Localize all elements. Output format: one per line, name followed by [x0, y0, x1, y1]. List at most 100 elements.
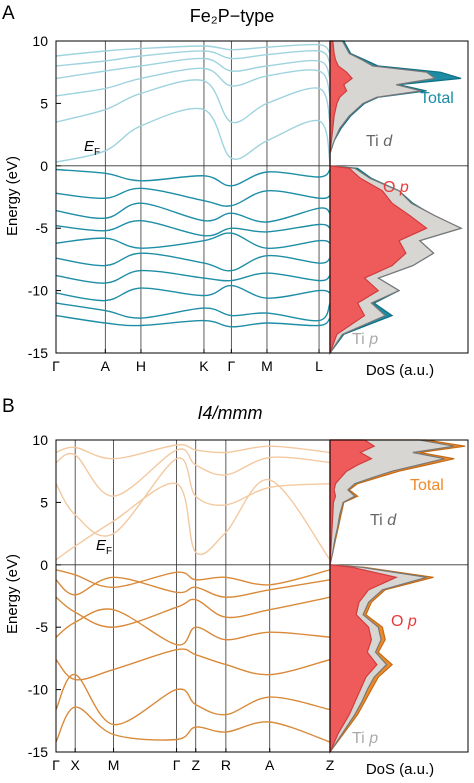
a-band-13 [56, 269, 330, 284]
a-band-9 [56, 202, 330, 223]
panel-b-total-label: Total [410, 477, 444, 494]
b-band-9 [56, 648, 330, 681]
panel-b-tid-text: Ti [370, 512, 387, 529]
a-klabel-5: M [261, 358, 273, 374]
a-ytick-label--10: -10 [28, 283, 48, 299]
panel-a-dos-plot [329, 40, 469, 355]
b-ytick-label--5: -5 [36, 619, 49, 635]
panel-b-op-label: O p [391, 613, 417, 630]
b-band-3 [56, 448, 330, 497]
panel-b-tid-label: Ti d [370, 512, 397, 529]
b-klabel-3: Γ [173, 757, 181, 773]
b-klabel-7: Z [326, 757, 335, 773]
panel-b-title: I4/mmm [198, 403, 263, 423]
a-band-2 [56, 79, 330, 124]
a-klabel-6: L [315, 358, 323, 374]
panel-a-tip-label: Ti p [352, 331, 378, 348]
panel-a-op-label: O p [383, 179, 409, 196]
panel-b-tip-label: Ti p [352, 730, 378, 747]
panel-a-y-axis-label: Energy (eV) [4, 156, 21, 236]
panel-a-tid-label: Ti d [366, 133, 393, 150]
panel-a-dos-axis-label: DoS (a.u.) [366, 362, 434, 379]
panel-a-y-ticks: 10 5 0 -5 -10 -15 [28, 33, 61, 361]
a-band-3 [56, 67, 330, 97]
b-band-11 [56, 706, 330, 743]
panel-b-tip-text: Ti [352, 730, 369, 747]
a-ytick-label-5: 5 [40, 95, 48, 111]
a-klabel-2: H [136, 358, 146, 374]
a-band-6 [56, 43, 330, 57]
b-dos-frame [329, 439, 469, 753]
a-band-14 [56, 284, 330, 302]
panel-a-tid-italic: d [383, 133, 393, 150]
panel-a-op-italic: p [399, 179, 409, 196]
b-klabel-4: Z [191, 757, 200, 773]
b-klabel-5: R [221, 757, 231, 773]
a-klabel-3: K [199, 358, 209, 374]
panel-a-fermi-label-main: E [84, 138, 95, 155]
a-band-11 [56, 232, 330, 249]
b-band-6 [56, 576, 330, 598]
panel-a-tip-italic: p [368, 331, 378, 348]
panel-b-y-axis-label: Energy (eV) [4, 554, 21, 634]
b-klabel-6: A [265, 757, 275, 773]
a-band-10 [56, 219, 330, 237]
a-band-8 [56, 187, 330, 207]
b-band-2 [56, 457, 330, 537]
panel-a-tip-text: Ti [352, 331, 369, 348]
panel-b-dos-plot [329, 439, 469, 754]
b-ytick-label--10: -10 [28, 682, 48, 698]
a-band-12 [56, 252, 330, 272]
panel-b-fermi-label: EF [96, 537, 112, 557]
a-klabel-1: A [101, 358, 111, 374]
panel-a: A Fe₂P−type Energy (eV) 10 5 0 -5 -10 -15 Γ A H… [2, 3, 469, 379]
panel-b-total-text: Total [410, 477, 444, 494]
panel-b-fermi-label-main: E [96, 537, 107, 554]
b-ytick-label-5: 5 [40, 494, 48, 510]
panel-a-letter: A [2, 3, 15, 24]
b-bands-group [56, 444, 330, 743]
panel-a-op-text: O [383, 179, 400, 196]
b-klabel-2: M [108, 757, 120, 773]
b-ytick-label--15: -15 [28, 744, 48, 760]
a-band-1 [56, 107, 330, 163]
a-klabel-0: Γ [52, 358, 60, 374]
panel-b-letter: B [2, 396, 15, 417]
panel-b-op-italic: p [407, 613, 417, 630]
a-klabel-4: Γ [228, 358, 236, 374]
a-bands-group [56, 43, 330, 328]
a-band-5 [56, 49, 330, 67]
panel-b-dos-axis-label: DoS (a.u.) [366, 761, 434, 778]
b-dos-op-area [329, 439, 399, 753]
panel-a-title: Fe₂P−type [190, 6, 275, 26]
b-klabel-0: Γ [52, 757, 60, 773]
panel-b-fermi-label-sub: F [106, 546, 112, 557]
b-band-7 [56, 596, 330, 628]
b-band-1 [56, 479, 330, 561]
b-band-10 [56, 673, 330, 726]
a-ytick-label--5: -5 [36, 220, 49, 236]
a-dos-frame [329, 40, 469, 354]
panel-b-band-plot [55, 439, 468, 753]
panel-a-fermi-label: EF [84, 138, 100, 158]
a-band-7 [56, 168, 330, 187]
b-ytick-label-10: 10 [32, 432, 48, 448]
panel-b-tid-italic: d [387, 512, 397, 529]
panel-a-total-text: Total [420, 90, 454, 107]
b-klabel-1: X [71, 757, 81, 773]
a-ytick-label--15: -15 [28, 345, 48, 361]
panel-a-total-label: Total [420, 90, 454, 107]
panel-a-band-plot [55, 40, 468, 354]
panel-b-y-ticks: 10 5 0 -5 -10 -15 [28, 432, 61, 760]
a-band-4 [56, 57, 330, 80]
a-band-frame [55, 40, 331, 354]
panel-b-op-text: O [391, 613, 408, 630]
panel-a-fermi-label-sub: F [94, 147, 100, 158]
b-band-8 [56, 608, 330, 646]
panel-a-tid-text: Ti [366, 133, 383, 150]
a-ytick-label-10: 10 [32, 33, 48, 49]
